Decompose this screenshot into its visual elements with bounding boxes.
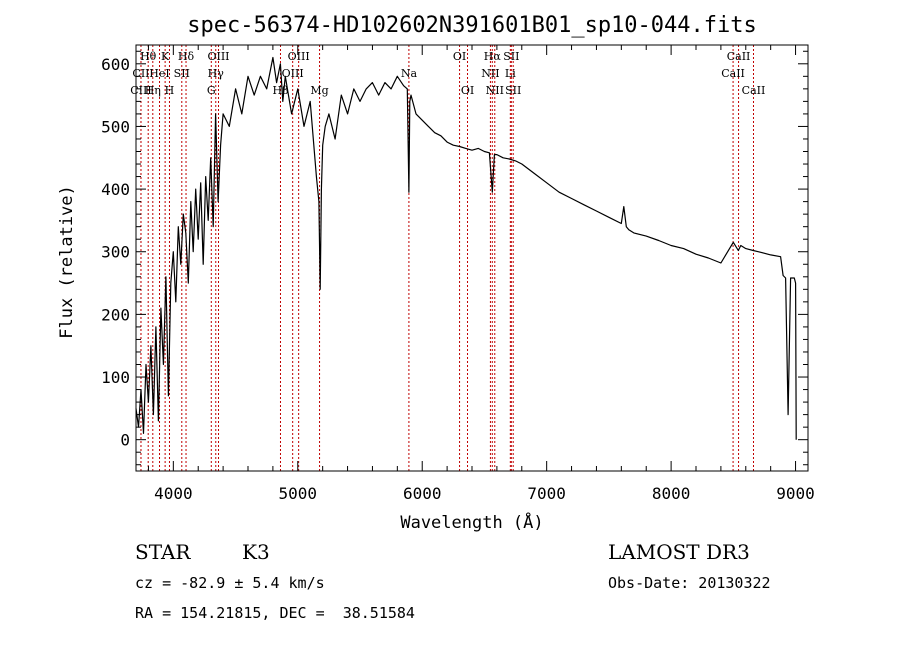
x-axis-label: Wavelength (Å) xyxy=(400,511,543,533)
spectral-line-label: G xyxy=(207,84,216,97)
spectral-line-label: SII xyxy=(505,84,521,97)
spectral-line-label: Hδ xyxy=(178,50,195,63)
y-tick-label: 200 xyxy=(101,305,130,324)
spectral-line-label: H xyxy=(165,84,175,97)
object-class: STAR xyxy=(135,540,191,564)
spectral-line-label: Li xyxy=(505,67,516,80)
spectral-line-label: Na xyxy=(401,67,418,80)
spectral-line-label: OI xyxy=(461,84,474,97)
spectral-line-label: Hα xyxy=(484,50,502,63)
x-tick-label: 7000 xyxy=(527,484,566,503)
spectral-line-label: CII xyxy=(132,67,149,80)
observation-date: Obs-Date: 20130322 xyxy=(608,574,771,592)
y-tick-label: 600 xyxy=(101,55,130,74)
spectral-line-label: Hγ xyxy=(208,67,225,80)
spectral-line-label: OIII xyxy=(207,50,229,63)
y-axis-ticks: 0 100 200 300 400 500 600 xyxy=(101,50,808,466)
spectral-line-label: OIII xyxy=(288,50,310,63)
spectrum-line xyxy=(135,56,797,440)
y-tick-label: 100 xyxy=(101,368,130,387)
x-tick-label: 6000 xyxy=(403,484,442,503)
spectral-line-label: NII xyxy=(481,67,499,80)
spectral-line-label: Mg xyxy=(310,84,328,97)
spectral-line-label: NII xyxy=(486,84,504,97)
spectral-line-label: SII xyxy=(174,67,190,80)
y-tick-label: 500 xyxy=(101,117,130,136)
spectral-line-label: OI xyxy=(453,50,466,63)
y-axis-label: Flux (relative) xyxy=(57,185,77,339)
x-axis-ticks: 4000 5000 6000 7000 8000 9000 xyxy=(147,45,815,503)
x-tick-label: 8000 xyxy=(652,484,691,503)
spectral-line-label: Hη xyxy=(145,84,161,97)
spectral-line-label: K xyxy=(161,50,170,63)
y-tick-label: 400 xyxy=(101,180,130,199)
spectral-line-label: Hβ xyxy=(273,84,289,97)
spectral-line-label: CaII xyxy=(721,67,745,80)
spectral-line-label: CaII xyxy=(742,84,766,97)
x-tick-label: 4000 xyxy=(154,484,193,503)
x-tick-label: 9000 xyxy=(776,484,815,503)
spectral-line-label: CaII xyxy=(727,50,751,63)
coordinates: RA = 154.21815, DEC = 38.51584 xyxy=(135,604,415,622)
spectral-line-label: HeI xyxy=(149,67,169,80)
spectral-line-label: SII xyxy=(503,50,519,63)
x-tick-label: 5000 xyxy=(279,484,318,503)
spectral-line-label: OIII xyxy=(282,67,304,80)
redshift-velocity: cz = -82.9 ± 5.4 km/s xyxy=(135,574,325,592)
spectral-line-markers xyxy=(140,45,754,471)
chart-title: spec-56374-HD102602N391601B01_sp10-044.f… xyxy=(187,13,757,38)
spectral-line-label: Hθ xyxy=(140,50,157,63)
object-subclass: K3 xyxy=(242,540,270,564)
y-tick-label: 0 xyxy=(120,431,130,450)
y-tick-label: 300 xyxy=(101,243,130,262)
survey-name: LAMOST DR3 xyxy=(608,540,750,564)
